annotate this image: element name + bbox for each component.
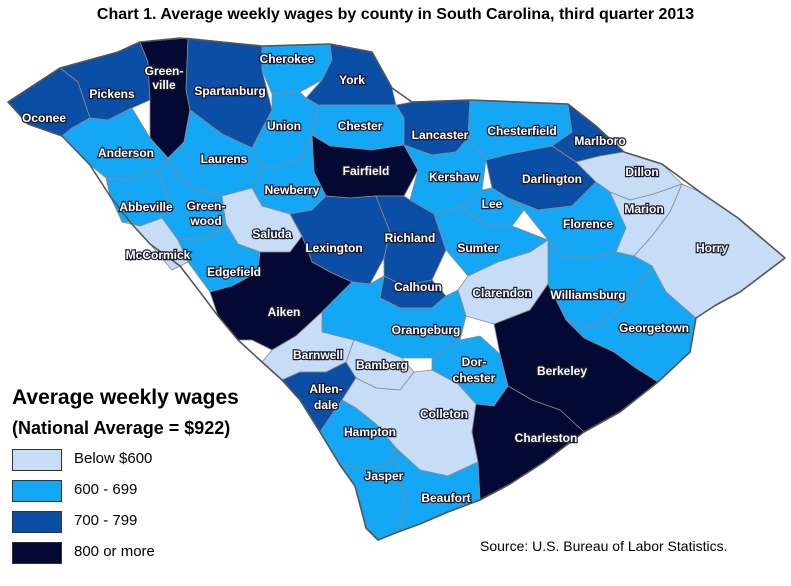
- legend-item: 800 or more: [12, 540, 312, 571]
- legend-swatch-below-600: [12, 449, 62, 471]
- county-abbeville: [105, 169, 169, 227]
- legend-title: Average weekly wages: [12, 386, 239, 409]
- legend-label: Below $600: [74, 450, 153, 467]
- legend-label: 800 or more: [74, 543, 155, 560]
- county-label-hampton: Hampton: [344, 425, 396, 439]
- county-label-bamberg: Bamberg: [356, 358, 408, 372]
- county-label-anderson: Anderson: [98, 146, 154, 160]
- county-label-marlboro: Marlboro: [574, 134, 625, 148]
- county-label-lancaster: Lancaster: [412, 128, 469, 142]
- legend-swatch-600-699: [12, 480, 62, 502]
- chart-title: Chart 1. Average weekly wages by county …: [96, 6, 695, 23]
- county-label-marion: Marion: [624, 202, 663, 216]
- county-label-berkeley: Berkeley: [537, 364, 587, 378]
- county-label-kershaw: Kershaw: [429, 170, 480, 184]
- legend-item: 600 - 699: [12, 478, 312, 509]
- county-label-york: York: [339, 73, 365, 87]
- county-aiken: [209, 235, 353, 351]
- county-label-chesterfield: Chesterfield: [487, 124, 556, 138]
- county-label-chester: Chester: [338, 119, 383, 133]
- county-label-darlington: Darlington: [522, 172, 582, 186]
- legend-subtitle: (National Average = $922): [12, 418, 231, 438]
- county-label-newberry: Newberry: [265, 183, 320, 197]
- legend-swatch-700-799: [12, 511, 62, 533]
- legend-item: 700 - 799: [12, 509, 312, 540]
- legend: Average weekly wages (National Average =…: [12, 386, 312, 571]
- county-label-florence: Florence: [563, 217, 613, 231]
- county-label-beaufort: Beaufort: [421, 491, 470, 505]
- county-label-oconee: Oconee: [22, 111, 66, 125]
- county-label-abbeville: Abbeville: [119, 200, 173, 214]
- legend-swatch-800-plus: [12, 542, 62, 564]
- source-note: Source: U.S. Bureau of Labor Statistics.: [480, 538, 728, 554]
- county-label-clarendon: Clarendon: [472, 286, 531, 300]
- county-label-allen-dale: Allen-dale: [309, 382, 342, 412]
- county-label-charleston: Charleston: [515, 431, 578, 445]
- state-outline: [7, 37, 786, 541]
- legend-item: Below $600: [12, 447, 312, 478]
- county-label-cherokee: Cherokee: [260, 52, 315, 66]
- county-label-calhoun: Calhoun: [394, 280, 442, 294]
- county-label-union: Union: [267, 119, 301, 133]
- county-label-williamsburg: Williamsburg: [550, 288, 625, 302]
- county-label-pickens: Pickens: [89, 87, 135, 101]
- county-label-mccormick: McCormick: [126, 248, 191, 262]
- county-label-dor-chester: Dor-chester: [453, 355, 496, 385]
- county-label-dillon: Dillon: [625, 165, 658, 179]
- county-label-lee: Lee: [482, 197, 503, 211]
- county-label-sumter: Sumter: [457, 241, 499, 255]
- county-label-fairfield: Fairfield: [343, 164, 390, 178]
- legend-label: 700 - 799: [74, 512, 138, 529]
- county-anderson: [61, 107, 169, 181]
- county-label-laurens: Laurens: [201, 152, 248, 166]
- county-label-saluda: Saluda: [252, 227, 292, 241]
- county-label-orangeburg: Orangeburg: [392, 323, 461, 337]
- county-label-richland: Richland: [385, 231, 436, 245]
- county-label-aiken: Aiken: [268, 305, 301, 319]
- county-label-green-ville: Green-ville: [145, 64, 184, 92]
- county-label-horry: Horry: [696, 241, 728, 255]
- county-label-edgefield: Edgefield: [207, 265, 261, 279]
- county-label-barnwell: Barnwell: [293, 348, 343, 362]
- county-label-georgetown: Georgetown: [619, 321, 689, 335]
- county-label-colleton: Colleton: [420, 407, 468, 421]
- county-label-green-wood: Green-wood: [187, 199, 226, 228]
- legend-label: 600 - 699: [74, 481, 138, 498]
- county-label-lexington: Lexington: [305, 241, 362, 255]
- county-label-spartanburg: Spartanburg: [194, 84, 265, 98]
- county-label-jasper: Jasper: [365, 469, 404, 483]
